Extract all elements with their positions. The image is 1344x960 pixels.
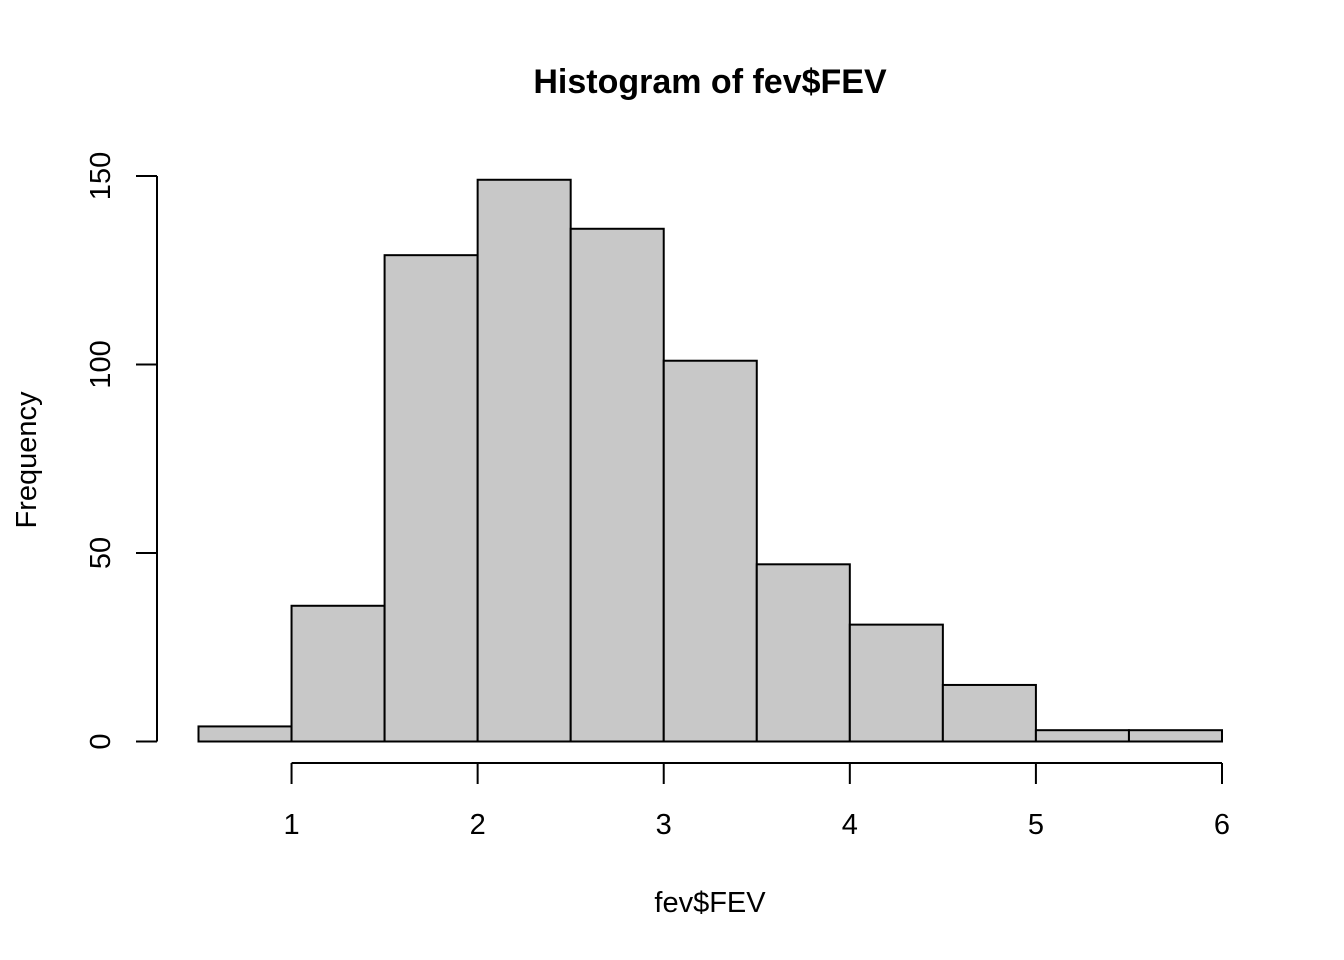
histogram-bar [1034, 729, 1130, 743]
bars-group [197, 178, 1224, 743]
x-tick-label: 5 [1028, 809, 1044, 841]
histogram-bar [755, 563, 851, 743]
histogram-bar [662, 359, 758, 743]
y-tick-label: 150 [85, 152, 117, 200]
histogram-bar [569, 227, 665, 743]
chart-title: Histogram of fev$FEV [533, 63, 887, 101]
x-tick-label: 1 [283, 809, 299, 841]
histogram-bar [941, 683, 1037, 743]
y-axis: 0 50 100 150 [85, 152, 158, 750]
histogram-bar [476, 178, 572, 743]
x-tick-label: 4 [842, 809, 858, 841]
y-axis-label: Frequency [11, 391, 43, 529]
histogram-bar [383, 254, 479, 743]
x-axis: 1 2 3 4 5 6 [283, 762, 1230, 841]
histogram-bar [848, 623, 944, 743]
y-tick-label: 50 [85, 537, 117, 569]
y-tick-label: 0 [85, 733, 117, 749]
histogram-bar [290, 604, 386, 743]
x-tick-label: 6 [1214, 809, 1230, 841]
x-tick-label: 2 [470, 809, 486, 841]
y-tick-label: 100 [85, 340, 117, 388]
histogram-bar [197, 725, 293, 743]
x-axis-label: fev$FEV [654, 887, 766, 919]
histogram-bar [1127, 729, 1224, 743]
x-tick-label: 3 [656, 809, 672, 841]
